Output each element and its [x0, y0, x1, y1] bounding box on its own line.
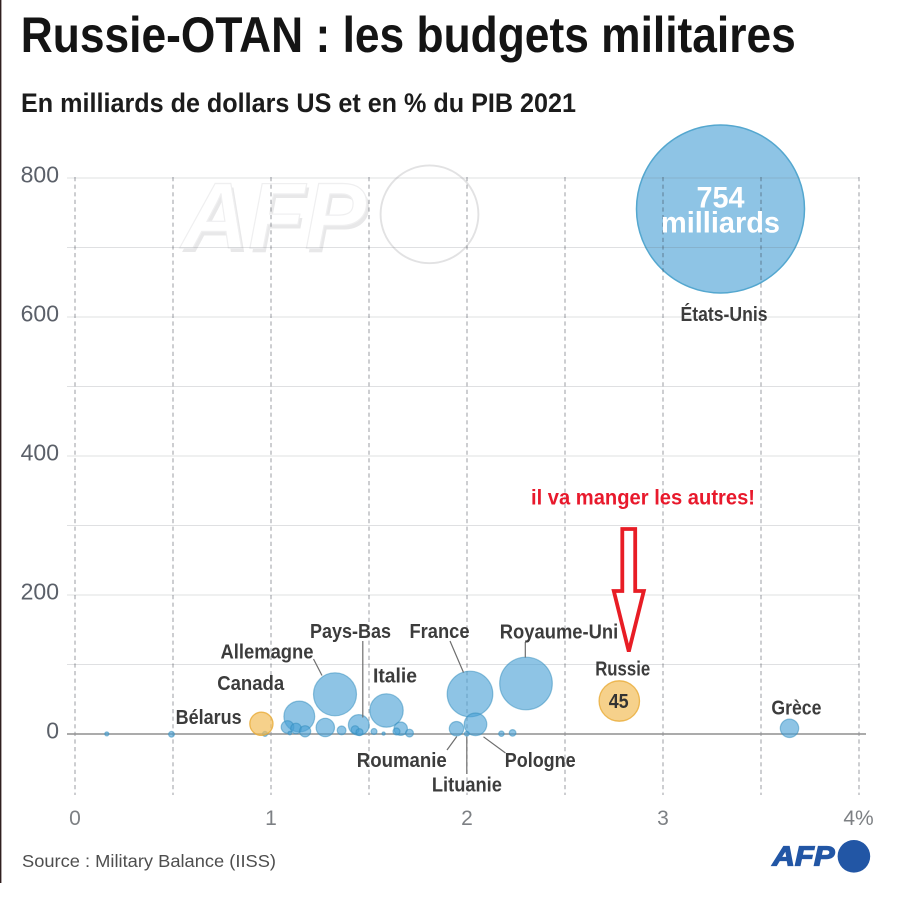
svg-text:3: 3 [657, 807, 669, 830]
svg-text:Lituanie: Lituanie [432, 775, 502, 797]
svg-text:600: 600 [21, 301, 59, 327]
svg-text:Allemagne: Allemagne [221, 642, 314, 664]
svg-text:400: 400 [21, 440, 59, 466]
svg-text:AFP: AFP [771, 841, 834, 872]
svg-text:Russie-OTAN : les budgets mili: Russie-OTAN : les budgets militaires [21, 7, 796, 63]
svg-text:États-Unis: États-Unis [681, 303, 768, 326]
svg-text:Source : Military Balance (IIS: Source : Military Balance (IISS) [22, 851, 276, 871]
svg-text:En milliards de dollars US et: En milliards de dollars US et en % du PI… [21, 88, 576, 118]
svg-text:200: 200 [21, 579, 59, 605]
svg-text:AFP: AFP [182, 167, 369, 272]
svg-text:Russie: Russie [595, 658, 650, 680]
svg-text:45: 45 [609, 691, 629, 713]
svg-text:Pays-Bas: Pays-Bas [310, 621, 391, 643]
svg-text:0: 0 [46, 718, 59, 744]
svg-text:Canada: Canada [217, 673, 285, 695]
svg-text:il va manger les autres!: il va manger les autres! [531, 486, 755, 509]
svg-text:milliards: milliards [661, 207, 780, 240]
svg-text:AFP: AFP [180, 163, 367, 268]
svg-text:Bélarus: Bélarus [176, 707, 242, 729]
svg-text:France: France [410, 621, 470, 643]
svg-text:2: 2 [461, 807, 473, 830]
svg-text:0: 0 [69, 807, 81, 830]
svg-text:Grèce: Grèce [771, 697, 821, 719]
svg-text:Pologne: Pologne [505, 750, 576, 772]
svg-text:4%: 4% [843, 807, 873, 830]
svg-text:Royaume-Uni: Royaume-Uni [500, 621, 619, 643]
svg-text:754: 754 [697, 182, 745, 215]
svg-text:Italie: Italie [373, 665, 417, 687]
svg-text:1: 1 [265, 807, 277, 830]
svg-text:Roumanie: Roumanie [357, 750, 447, 772]
svg-text:800: 800 [21, 162, 59, 188]
